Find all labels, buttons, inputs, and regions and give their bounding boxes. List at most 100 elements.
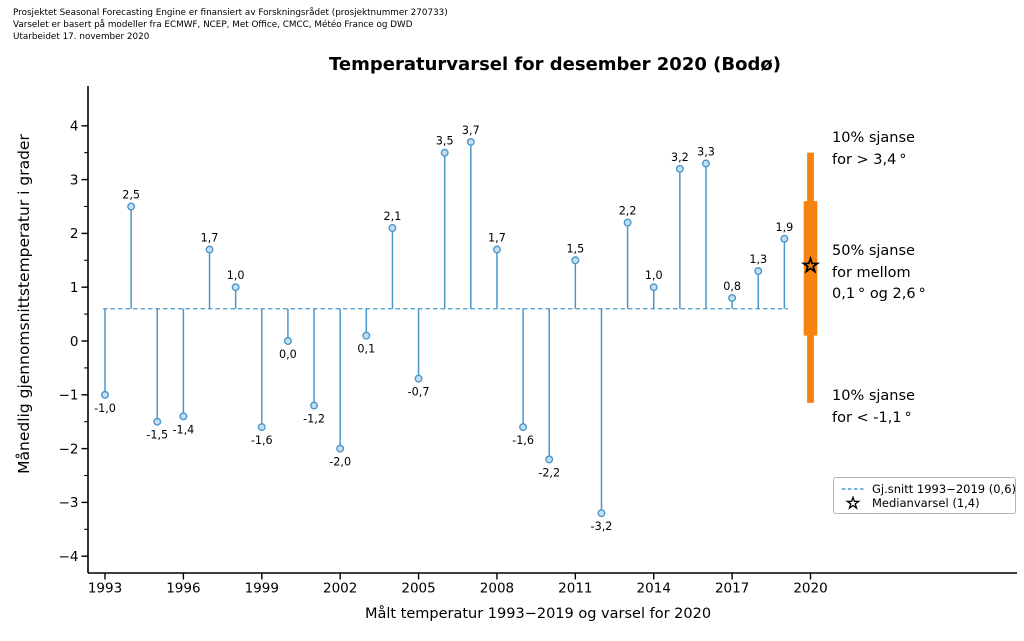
y-axis-label: Månedlig gjennomsnittstemperatur i grade… <box>15 134 33 474</box>
x-tick-label: 1993 <box>88 581 122 597</box>
x-tick-label: 1999 <box>245 581 279 597</box>
value-label: 2,2 <box>619 205 637 218</box>
stem-1998: 1,0 <box>227 269 245 309</box>
stem-1993: -1,0 <box>94 308 116 415</box>
x-axis-ticks: 1993 1996 1999 2002 2005 2008 2011 2014 2017 2020 <box>88 573 828 597</box>
stem-2009: -1,6 <box>512 308 534 447</box>
stem-marker <box>388 224 397 233</box>
value-label: 1,7 <box>488 232 506 245</box>
y-axis-ticks: −4 −3 −2 −1 0 1 2 3 4 <box>59 119 88 565</box>
stem-marker <box>283 337 292 346</box>
stem-2000: 0,0 <box>279 308 297 361</box>
x-tick-label: 2017 <box>715 581 749 597</box>
value-label: 1,5 <box>566 242 584 255</box>
stem-1999: -1,6 <box>251 308 273 447</box>
y-tick-label: −3 <box>59 495 79 511</box>
stem-2006: 3,5 <box>436 135 454 309</box>
value-label: 1,3 <box>749 253 767 266</box>
stem-marker <box>466 137 475 146</box>
stem-marker <box>728 293 737 302</box>
stem-1995: -1,5 <box>146 308 168 442</box>
stem-marker <box>257 423 266 432</box>
dashed-line-swatch <box>842 488 864 490</box>
stem-marker <box>701 159 710 168</box>
value-label: -0,7 <box>408 386 430 399</box>
y-tick-label: −4 <box>59 549 79 565</box>
stem-marker <box>414 374 423 383</box>
legend-label-median: Medianvarsel (1,4) <box>872 496 980 510</box>
value-label: -2,0 <box>329 456 351 469</box>
x-tick-label: 1996 <box>166 581 200 597</box>
value-label: 3,2 <box>671 151 689 164</box>
header-line-funding: Prosjektet Seasonal Forecasting Engine e… <box>13 8 448 18</box>
stem-2017: 0,8 <box>723 280 741 309</box>
annotation-interquartile: 50% sjanse for mellom 0,1 ° og 2,6 ° <box>832 243 926 302</box>
value-label: 3,3 <box>697 145 715 158</box>
stem-2015: 3,2 <box>671 151 689 309</box>
stem-2014: 1,0 <box>645 269 663 309</box>
header-line-models: Varselet er basert på modeller fra ECMWF… <box>13 20 413 30</box>
x-tick-label: 2002 <box>323 581 357 597</box>
y-tick-label: 4 <box>70 119 79 135</box>
stem-1994: 2,5 <box>122 189 140 309</box>
stem-2004: 2,1 <box>384 210 402 309</box>
header-line-date: Utarbeidet 17. november 2020 <box>13 32 150 42</box>
x-tick-label: 2020 <box>793 581 827 597</box>
stem-2018: 1,3 <box>749 253 767 309</box>
value-label: -3,2 <box>591 520 613 533</box>
legend-label-mean: Gj.snitt 1993−2019 (0,6) <box>872 482 1016 496</box>
y-tick-label: 2 <box>70 226 79 242</box>
stem-2002: -2,0 <box>329 308 351 469</box>
value-label: -1,5 <box>146 429 168 442</box>
stem-marker <box>231 283 240 292</box>
stem-marker <box>675 164 684 173</box>
value-label: 1,0 <box>227 269 245 282</box>
value-label: -1,6 <box>512 434 534 447</box>
value-label: -1,4 <box>172 423 194 436</box>
stem-2008: 1,7 <box>488 232 506 309</box>
value-label: 0,8 <box>723 280 741 293</box>
median-star-icon <box>800 255 821 274</box>
stem-marker <box>336 444 345 453</box>
provenance-header: Prosjektet Seasonal Forecasting Engine e… <box>13 7 448 43</box>
value-label: 2,5 <box>122 189 140 202</box>
legend-star-icon <box>845 496 861 510</box>
value-label: 0,0 <box>279 348 297 361</box>
stem-2003: 0,1 <box>357 308 375 356</box>
stem-marker <box>153 417 162 426</box>
stem-marker <box>780 234 789 243</box>
value-label: -1,6 <box>251 434 273 447</box>
legend-row-mean: Gj.snitt 1993−2019 (0,6) <box>841 482 1016 496</box>
y-tick-label: −1 <box>59 388 79 404</box>
stem-marker <box>571 256 580 265</box>
stem-1997: 1,7 <box>201 232 219 309</box>
chart-title: Temperaturvarsel for desember 2020 (Bodø… <box>329 54 781 75</box>
value-label: -1,0 <box>94 402 116 415</box>
value-label: 1,0 <box>645 269 663 282</box>
stem-marker <box>179 412 188 421</box>
star-swatch <box>845 496 861 510</box>
stem-2019: 1,9 <box>775 221 793 309</box>
value-label: 3,7 <box>462 124 480 137</box>
stem-marker <box>519 423 528 432</box>
stem-2001: -1,2 <box>303 308 325 426</box>
x-axis-label: Målt temperatur 1993−2019 og varsel for … <box>364 606 712 622</box>
value-label: 1,9 <box>775 221 793 234</box>
stem-marker <box>597 509 606 518</box>
stem-marker <box>127 202 136 211</box>
value-label: 1,7 <box>201 232 219 245</box>
legend: Gj.snitt 1993−2019 (0,6) Medianvarsel (1… <box>833 477 1016 514</box>
stem-2013: 2,2 <box>619 205 637 309</box>
stem-2012: -3,2 <box>591 308 613 533</box>
annotation-lower-decile: 10% sjanse for < -1,1 ° <box>832 388 915 426</box>
y-tick-label: −2 <box>59 441 79 457</box>
annotation-upper-decile: 10% sjanse for > 3,4 ° <box>832 130 915 168</box>
value-label: 2,1 <box>384 210 402 223</box>
stem-2010: -2,2 <box>538 308 560 479</box>
value-label: -1,2 <box>303 413 325 426</box>
stem-2011: 1,5 <box>566 242 584 309</box>
value-label: 3,5 <box>436 135 454 148</box>
stem-marker <box>440 148 449 157</box>
y-tick-label: 3 <box>70 172 79 188</box>
